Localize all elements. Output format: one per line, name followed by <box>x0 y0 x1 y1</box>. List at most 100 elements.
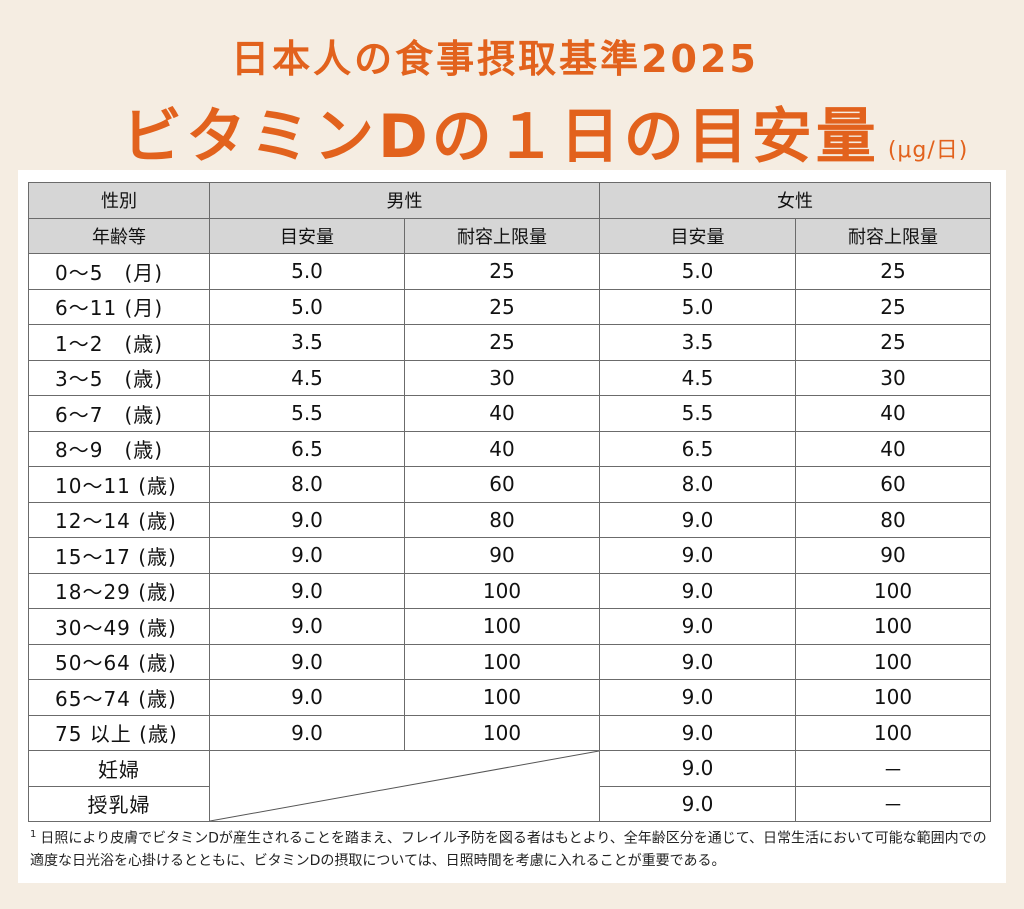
table-row: 75 以上 (歳) 9.0 100 9.0 100 <box>28 714 991 751</box>
table-row: 6～11 (月) 5.0 25 5.0 25 <box>28 288 991 325</box>
header-male: 男性 <box>209 182 600 219</box>
female-ul-cell: 40 <box>795 430 991 467</box>
male-ai-cell: 9.0 <box>209 572 405 609</box>
male-ul-cell: 25 <box>404 253 600 290</box>
female-ai-cell: 3.5 <box>599 324 796 361</box>
male-ul-cell: 100 <box>404 714 600 751</box>
male-ai-cell: 9.0 <box>209 714 405 751</box>
male-ul-cell: 100 <box>404 572 600 609</box>
page-subtitle: ビタミンDの１日の目安量 (μg/日) <box>122 88 968 175</box>
female-ul-cell: 25 <box>795 324 991 361</box>
male-ai-cell: 6.5 <box>209 430 405 467</box>
header-female-ul: 耐容上限量 <box>795 217 991 254</box>
age-cell: 75 以上 (歳) <box>28 714 210 751</box>
female-ai-cell: 9.0 <box>599 679 796 716</box>
female-ai-cell: 5.0 <box>599 253 796 290</box>
age-cell: 6～11 (月) <box>28 288 210 325</box>
header-male-ai: 目安量 <box>209 217 405 254</box>
female-ai-cell: 9.0 <box>599 501 796 538</box>
female-ai-cell: 4.5 <box>599 359 796 396</box>
female-ai-cell: 9.0 <box>599 785 796 822</box>
header-female-ai: 目安量 <box>599 217 796 254</box>
age-cell: 18～29 (歳) <box>28 572 210 609</box>
footnote-text: 日照により皮膚でビタミンDが産生されることを踏まえ、フレイル予防を図る者はもとよ… <box>30 830 987 869</box>
female-ul-cell: 40 <box>795 395 991 432</box>
male-ul-cell: 25 <box>404 288 600 325</box>
female-ul-cell: － <box>795 750 991 787</box>
female-ul-cell: 100 <box>795 572 991 609</box>
female-ul-cell: 25 <box>795 253 991 290</box>
male-ai-cell: 9.0 <box>209 643 405 680</box>
table-row-special: 授乳婦 9.0 － <box>28 785 991 822</box>
female-ai-cell: 9.0 <box>599 750 796 787</box>
table-row: 15～17 (歳) 9.0 90 9.0 90 <box>28 537 991 574</box>
female-ai-cell: 9.0 <box>599 537 796 574</box>
age-cell: 6～7 (歳) <box>28 395 210 432</box>
male-ai-cell: 5.5 <box>209 395 405 432</box>
female-ai-cell: 6.5 <box>599 430 796 467</box>
table-row: 30～49 (歳) 9.0 100 9.0 100 <box>28 608 991 645</box>
age-cell: 10～11 (歳) <box>28 466 210 503</box>
male-ul-cell: 100 <box>404 608 600 645</box>
male-ul-cell: 80 <box>404 501 600 538</box>
male-ai-cell: 9.0 <box>209 537 405 574</box>
female-ai-cell: 8.0 <box>599 466 796 503</box>
male-ai-cell: 8.0 <box>209 466 405 503</box>
age-cell: 1～2 (歳) <box>28 324 210 361</box>
male-ai-cell: 4.5 <box>209 359 405 396</box>
male-ai-cell: 3.5 <box>209 324 405 361</box>
table-body: 0～5 (月) 5.0 25 5.0 25 6～11 (月) 5.0 25 5.0 25 1～2 (… <box>28 253 991 822</box>
table-row: 18～29 (歳) 9.0 100 9.0 100 <box>28 572 991 609</box>
female-ai-cell: 9.0 <box>599 608 796 645</box>
female-ul-cell: 90 <box>795 537 991 574</box>
female-ai-cell: 9.0 <box>599 714 796 751</box>
male-ul-cell: 100 <box>404 679 600 716</box>
male-ul-cell: 40 <box>404 430 600 467</box>
male-ai-cell: 9.0 <box>209 608 405 645</box>
female-ai-cell: 5.0 <box>599 288 796 325</box>
age-cell: 3～5 (歳) <box>28 359 210 396</box>
male-ai-cell: 5.0 <box>209 288 405 325</box>
female-ul-cell: 100 <box>795 679 991 716</box>
age-cell: 12～14 (歳) <box>28 501 210 538</box>
group-cell: 授乳婦 <box>28 785 210 822</box>
table-row: 3～5 (歳) 4.5 30 4.5 30 <box>28 359 991 396</box>
age-cell: 15～17 (歳) <box>28 537 210 574</box>
age-cell: 30～49 (歳) <box>28 608 210 645</box>
female-ul-cell: 100 <box>795 714 991 751</box>
subtitle-main: ビタミンDの１日の目安量 <box>122 102 880 172</box>
page-title: 日本人の食事摂取基準2025 <box>231 37 759 81</box>
age-cell: 0～5 (月) <box>28 253 210 290</box>
table-row: 50～64 (歳) 9.0 100 9.0 100 <box>28 643 991 680</box>
footnote: 1 日照により皮膚でビタミンDが産生されることを踏まえ、フレイル予防を図る者はもと… <box>30 824 998 872</box>
header-row-sex: 性別 男性 女性 <box>28 182 991 219</box>
male-ul-cell: 60 <box>404 466 600 503</box>
header-row-metric: 年齢等 目安量 耐容上限量 目安量 耐容上限量 <box>28 217 991 254</box>
table-row: 1～2 (歳) 3.5 25 3.5 25 <box>28 324 991 361</box>
male-ai-cell: 9.0 <box>209 501 405 538</box>
female-ul-cell: 100 <box>795 608 991 645</box>
table-row-special: 妊婦 9.0 － <box>28 750 991 822</box>
male-not-applicable-cell <box>209 750 600 822</box>
table-row: 65～74 (歳) 9.0 100 9.0 100 <box>28 679 991 716</box>
female-ai-cell: 9.0 <box>599 643 796 680</box>
table-panel: 性別 男性 女性 年齢等 目安量 耐容上限量 目安量 耐容上限量 0～5 (月)… <box>18 170 1006 883</box>
footnote-marker: 1 <box>30 829 37 840</box>
female-ul-cell: － <box>795 785 991 822</box>
header-age: 年齢等 <box>28 217 210 254</box>
unit-label: (μg/日) <box>887 138 969 163</box>
male-ai-cell: 9.0 <box>209 679 405 716</box>
male-ul-cell: 30 <box>404 359 600 396</box>
female-ai-cell: 9.0 <box>599 572 796 609</box>
diagonal-line <box>210 751 599 821</box>
group-cell: 妊婦 <box>28 750 210 787</box>
female-ul-cell: 100 <box>795 643 991 680</box>
age-cell: 8～9 (歳) <box>28 430 210 467</box>
male-ul-cell: 100 <box>404 643 600 680</box>
table-row: 12～14 (歳) 9.0 80 9.0 80 <box>28 501 991 538</box>
header-male-ul: 耐容上限量 <box>404 217 600 254</box>
female-ul-cell: 25 <box>795 288 991 325</box>
table-row: 8～9 (歳) 6.5 40 6.5 40 <box>28 430 991 467</box>
female-ai-cell: 5.5 <box>599 395 796 432</box>
table-row: 10～11 (歳) 8.0 60 8.0 60 <box>28 466 991 503</box>
